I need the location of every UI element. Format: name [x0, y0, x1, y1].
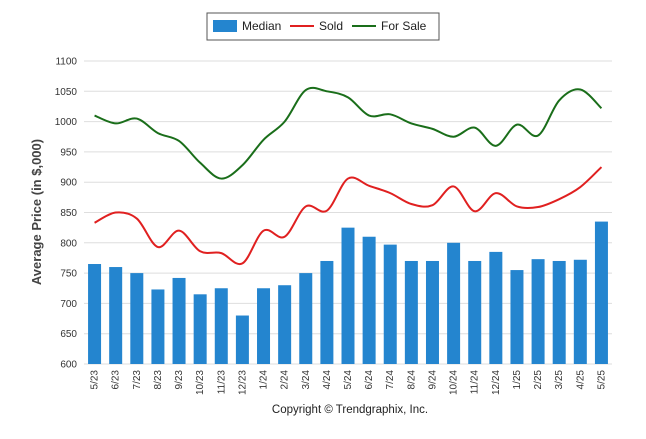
median-bar — [594, 221, 608, 364]
price-lines — [94, 86, 603, 266]
median-bars — [88, 221, 608, 364]
x-tick-label: 5/25 — [596, 370, 607, 390]
median-bar — [489, 251, 503, 364]
y-tick-label: 750 — [60, 269, 77, 280]
median-bar — [531, 259, 545, 364]
median-bar — [151, 289, 165, 364]
x-tick-label: 3/25 — [554, 370, 565, 390]
x-tick-label: 9/24 — [427, 370, 438, 390]
y-tick-label: 850 — [60, 208, 77, 219]
x-tick-label: 5/24 — [343, 370, 354, 390]
median-bar — [468, 260, 482, 364]
x-tick-label: 11/24 — [470, 370, 481, 395]
x-tick-label: 8/24 — [406, 370, 417, 390]
legend-box — [206, 12, 440, 41]
y-tick-label: 700 — [60, 299, 77, 310]
median-bar — [130, 273, 144, 364]
y-tick-label: 650 — [60, 329, 77, 340]
median-bar — [109, 267, 123, 364]
median-bar — [214, 288, 228, 364]
median-bar — [172, 277, 186, 364]
median-bar — [193, 294, 207, 364]
median-bar — [257, 288, 271, 364]
y-axis-ticks: 600 650 700 750 800 850 900 950 1000 1050 1100 — [55, 57, 78, 371]
legend-label-sold: Sold — [319, 19, 343, 33]
median-bar — [425, 260, 439, 364]
x-tick-label: 3/24 — [301, 370, 312, 390]
legend: Median Sold For Sale — [206, 12, 440, 41]
x-tick-label: 7/23 — [132, 370, 143, 390]
y-tick-label: 800 — [60, 238, 77, 249]
median-bar — [447, 242, 461, 364]
median-bar — [383, 244, 397, 364]
median-bar — [404, 260, 418, 364]
x-tick-label: 12/24 — [491, 370, 502, 395]
median-bar — [510, 270, 524, 364]
median-bar — [299, 273, 313, 364]
for-sale-line — [94, 86, 603, 180]
y-tick-label: 1050 — [55, 87, 78, 98]
y-tick-label: 950 — [60, 147, 77, 158]
x-axis-ticks: 5/23 6/23 7/23 8/23 9/23 10/23 11/23 12/23 1/24 2… — [90, 370, 608, 395]
y-tick-label: 900 — [60, 178, 77, 189]
sold-line — [94, 166, 603, 266]
x-tick-label: 11/23 — [216, 370, 227, 395]
x-tick-label: 4/25 — [575, 370, 586, 390]
legend-swatch-median — [213, 20, 237, 32]
x-tick-label: 6/24 — [364, 370, 375, 390]
x-tick-label: 10/23 — [195, 370, 206, 395]
median-bar — [320, 260, 334, 364]
median-bar — [278, 285, 292, 364]
median-bar — [235, 315, 249, 364]
x-tick-label: 2/24 — [280, 370, 291, 390]
x-tick-label: 9/23 — [174, 370, 185, 390]
median-bar — [552, 260, 566, 364]
copyright-footer: Copyright © Trendgraphix, Inc. — [272, 404, 428, 416]
x-tick-label: 1/24 — [259, 370, 270, 390]
y-axis-label: Average Price (in $,000) — [29, 139, 44, 285]
y-tick-label: 1000 — [55, 117, 78, 128]
x-tick-label: 7/24 — [385, 370, 396, 390]
x-tick-label: 1/25 — [512, 370, 523, 390]
x-tick-label: 10/24 — [449, 370, 460, 395]
legend-label-median: Median — [242, 19, 281, 33]
x-tick-label: 8/23 — [153, 370, 164, 390]
legend-label-for-sale: For Sale — [381, 19, 427, 33]
median-bar — [362, 236, 376, 364]
x-tick-label: 6/23 — [111, 370, 122, 390]
median-bar — [88, 264, 102, 364]
x-tick-label: 4/24 — [322, 370, 333, 390]
x-tick-label: 5/23 — [90, 370, 101, 390]
x-tick-label: 12/23 — [237, 370, 248, 395]
y-tick-label: 1100 — [55, 57, 77, 68]
y-tick-label: 600 — [60, 360, 77, 371]
x-tick-label: 2/25 — [533, 370, 544, 390]
median-bar — [341, 227, 355, 364]
median-bar — [573, 259, 587, 364]
